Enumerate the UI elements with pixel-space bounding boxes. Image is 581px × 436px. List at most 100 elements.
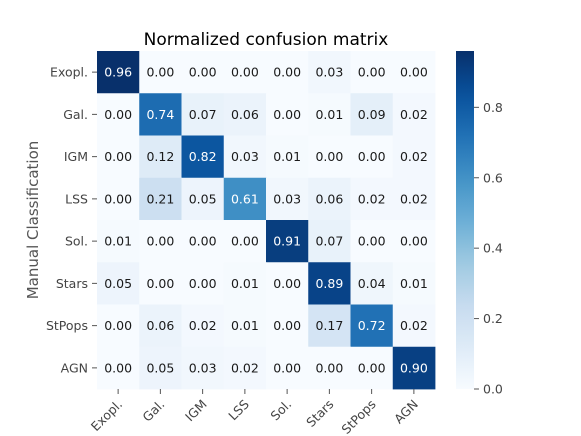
cell-value-label: 0.00 [104, 191, 132, 206]
heatmap-cell [97, 135, 140, 179]
cell-value-label: 0.00 [104, 318, 132, 333]
heatmap-cell [223, 304, 267, 348]
y-tick-label: LSS [65, 191, 88, 206]
cell-value-label: 0.05 [189, 191, 217, 206]
cell-value-label: 0.00 [273, 318, 301, 333]
heatmap-cell [308, 304, 351, 348]
heatmap-cell [139, 51, 182, 94]
cell-value-label: 0.00 [146, 65, 174, 80]
colorbar: 0.0 0.2 0.4 0.6 0.8 [456, 51, 503, 397]
cell-value-label: 0.02 [231, 360, 259, 375]
cell-value-label: 0.07 [315, 234, 343, 249]
cell-value-label: 0.00 [358, 234, 386, 249]
cell-value-label: 0.00 [400, 234, 428, 249]
cell-value-label: 0.89 [315, 276, 343, 291]
cell-value-label: 0.21 [146, 191, 174, 206]
colorbar-tick-label: 0.8 [483, 100, 503, 115]
heatmap-cell [139, 262, 182, 305]
cell-value-label: 0.00 [273, 360, 301, 375]
cell-value-label: 0.09 [358, 107, 386, 122]
cell-value-label: 0.03 [315, 65, 343, 80]
heatmap-cell [181, 346, 225, 390]
cell-value-label: 0.00 [231, 234, 259, 249]
cell-value-label: 0.00 [189, 234, 217, 249]
cell-value-label: 0.03 [231, 149, 259, 164]
cell-value-label: 0.02 [400, 149, 428, 164]
y-axis-label: Manual Classification [24, 141, 42, 300]
cell-value-label: 0.00 [189, 65, 217, 80]
cell-value-label: 0.96 [104, 65, 132, 80]
cell-value-label: 0.17 [315, 318, 343, 333]
colorbar-tick-label: 0.0 [483, 382, 503, 397]
colorbar-tick-label: 0.2 [483, 311, 503, 326]
heatmap-cell [139, 135, 182, 179]
heatmap-cell [266, 51, 309, 94]
heatmap-cell [97, 51, 140, 94]
cell-value-label: 0.06 [315, 191, 343, 206]
heatmap-cell [223, 177, 267, 221]
y-tick-label: Sol. [65, 234, 88, 249]
heatmap-cell [266, 304, 309, 348]
cell-value-label: 0.00 [358, 360, 386, 375]
cell-value-label: 0.00 [146, 234, 174, 249]
x-tick-label: StPops [338, 397, 378, 436]
x-tick-label: IGM [182, 397, 210, 425]
heatmap-cell [97, 93, 140, 136]
x-tick-label: Gal. [139, 397, 167, 425]
cell-value-label: 0.00 [358, 65, 386, 80]
heatmap-cell [266, 262, 309, 305]
cell-value-label: 0.12 [146, 149, 174, 164]
cell-value-label: 0.91 [273, 234, 301, 249]
x-tick-label: Sol. [267, 397, 294, 424]
cell-value-label: 0.00 [146, 276, 174, 291]
colorbar-tick-label: 0.6 [483, 170, 503, 185]
heatmap-cell [266, 177, 309, 221]
cell-value-label: 0.74 [146, 107, 174, 122]
cell-value-label: 0.00 [231, 65, 259, 80]
cell-value-label: 0.02 [400, 318, 428, 333]
heatmap-cell [181, 177, 225, 221]
heatmap-cell [181, 135, 225, 179]
y-tick-label: Gal. [63, 107, 88, 122]
colorbar-tick-label: 0.4 [483, 241, 503, 256]
x-tick-label: Stars [303, 397, 336, 430]
heatmap-cell [308, 135, 351, 179]
cell-value-label: 0.01 [231, 318, 259, 333]
heatmap-cell [97, 177, 140, 221]
heatmap-cell [350, 262, 394, 305]
heatmap-cell [181, 93, 225, 136]
cell-value-label: 0.00 [104, 360, 132, 375]
heatmap-cell [139, 220, 182, 263]
cell-value-label: 0.02 [189, 318, 217, 333]
heatmap-cell [392, 135, 436, 179]
heatmap-cell [350, 220, 394, 263]
cell-value-label: 0.07 [189, 107, 217, 122]
cell-value-label: 0.06 [231, 107, 259, 122]
heatmap-cell [266, 93, 309, 136]
heatmap-cell [181, 220, 225, 263]
cell-value-label: 0.04 [358, 276, 386, 291]
heatmap-cell [392, 220, 436, 263]
cell-value-label: 0.01 [231, 276, 259, 291]
cell-value-label: 0.01 [104, 234, 132, 249]
cell-value-label: 0.90 [400, 360, 428, 375]
heatmap-cell [97, 220, 140, 263]
heatmap-cell [223, 346, 267, 390]
heatmap-cell [181, 304, 225, 348]
y-tick-label: IGM [64, 149, 88, 164]
heatmap-cell [392, 51, 436, 94]
heatmap-cell [266, 346, 309, 390]
y-tick-label: Exopl. [50, 65, 88, 80]
heatmap-cell [223, 135, 267, 179]
heatmap-cell [308, 93, 351, 136]
x-tick-label: AGN [391, 397, 421, 427]
heatmap-cell [223, 51, 267, 94]
y-tick-label: StPops [46, 318, 88, 333]
heatmap-cell [266, 135, 309, 179]
cell-value-label: 0.02 [358, 191, 386, 206]
cell-value-label: 0.01 [400, 276, 428, 291]
cell-value-label: 0.01 [315, 107, 343, 122]
cell-value-label: 0.00 [400, 65, 428, 80]
cell-value-label: 0.00 [315, 360, 343, 375]
heatmap-cell [350, 304, 394, 348]
